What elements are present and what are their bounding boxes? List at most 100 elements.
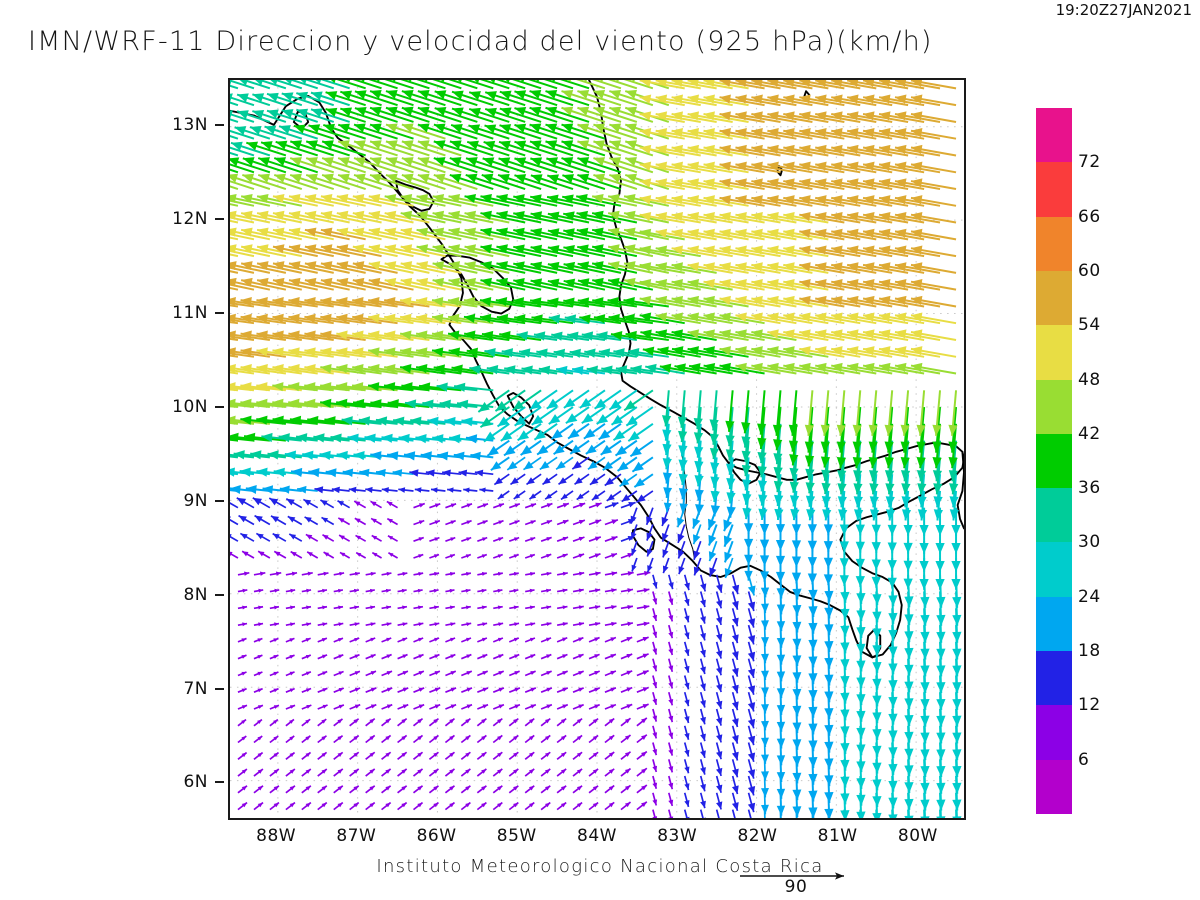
wind-arrow — [269, 718, 279, 727]
wind-arrow — [667, 691, 674, 706]
wind-arrow — [525, 605, 535, 610]
wind-arrow — [269, 751, 280, 760]
wind-arrow — [285, 637, 295, 643]
wind-arrow — [652, 742, 658, 756]
wind-arrow — [492, 751, 503, 760]
wind-arrow — [397, 687, 409, 693]
wind-arrow — [349, 622, 360, 627]
wind-arrow — [317, 801, 328, 811]
wind-arrow — [349, 637, 360, 643]
wind-arrow — [301, 687, 312, 693]
wind-arrow — [445, 637, 456, 643]
reference-vector-label: 90 — [784, 877, 808, 897]
wind-arrow — [492, 801, 503, 811]
wind-arrow — [285, 785, 296, 794]
wind-arrow — [524, 734, 535, 744]
wind-arrow — [492, 734, 503, 744]
wind-arrow — [349, 653, 360, 660]
wind-arrow — [477, 687, 489, 693]
colorbar-band — [1036, 488, 1072, 543]
wind-arrow — [237, 654, 247, 660]
wind-arrow — [253, 687, 263, 693]
wind-arrow — [428, 717, 439, 727]
wind-arrow — [652, 658, 658, 672]
wind-arrow — [572, 636, 584, 643]
wind-arrow — [556, 785, 567, 794]
wind-arrow — [715, 725, 723, 743]
longitude-tick-label: 88W — [256, 826, 297, 846]
wind-arrow — [317, 605, 328, 610]
wind-arrow — [508, 687, 521, 693]
wind-arrow — [572, 621, 585, 627]
colorbar-band — [1036, 433, 1072, 489]
wind-arrow — [556, 751, 567, 760]
wind-arrow — [556, 801, 567, 811]
wind-arrow — [285, 671, 295, 677]
wind-arrow — [253, 751, 264, 760]
wind-arrow — [237, 785, 248, 794]
colorbar-tick-label: 54 — [1078, 315, 1101, 336]
wind-arrow — [620, 784, 632, 794]
wind-arrow — [349, 768, 360, 777]
wind-arrow — [333, 785, 344, 794]
wind-arrow — [381, 801, 392, 811]
wind-arrow — [269, 637, 279, 643]
wind-arrow — [620, 686, 633, 693]
wind-arrow — [285, 768, 296, 777]
wind-arrow — [397, 622, 408, 627]
wind-arrow — [445, 703, 457, 710]
wind-arrow — [699, 742, 706, 759]
wind-arrow — [492, 687, 505, 693]
wind-arrow — [683, 775, 690, 791]
wind-arrow — [524, 768, 535, 777]
wind-arrow — [301, 768, 312, 777]
wind-arrow — [269, 801, 280, 811]
wind-arrow — [285, 718, 295, 727]
colorbar-band — [1036, 759, 1072, 814]
wind-arrow — [620, 801, 632, 811]
wind-arrow — [652, 809, 658, 818]
wind-arrow — [715, 641, 723, 659]
wind-arrow — [333, 637, 344, 643]
wind-arrow — [317, 768, 328, 777]
wind-arrow — [652, 641, 658, 655]
wind-arrow — [381, 687, 393, 693]
wind-arrow — [381, 605, 392, 610]
map-plot-area[interactable] — [228, 78, 966, 820]
wind-arrow — [556, 687, 569, 693]
colorbar-tick-label: 12 — [1078, 695, 1101, 716]
wind-arrow — [699, 775, 706, 792]
colorbar-tick-label: 18 — [1078, 641, 1101, 662]
wind-arrow — [477, 670, 489, 677]
wind-arrow — [652, 759, 658, 773]
wind-arrow — [476, 768, 487, 777]
wind-arrow — [301, 718, 311, 727]
wind-arrow — [588, 703, 601, 710]
wind-arrow — [253, 671, 263, 677]
wind-arrow — [492, 717, 503, 727]
wind-arrow — [747, 641, 756, 662]
wind-arrow — [588, 785, 599, 794]
wind-arrow — [604, 768, 615, 777]
wind-arrow — [747, 792, 756, 813]
wind-arrow — [667, 675, 674, 689]
wind-arrow — [572, 653, 584, 660]
wind-arrow — [381, 622, 392, 627]
wind-arrow — [237, 801, 248, 811]
wind-arrow — [620, 653, 633, 660]
wind-arrow — [285, 801, 296, 811]
wind-arrow — [715, 624, 723, 642]
wind-arrow — [731, 708, 739, 728]
colorbar-tick-labels: 6 12 18 24 30 36 42 48 54 60 66 72 — [1078, 108, 1138, 814]
wind-arrow — [301, 622, 312, 627]
wind-arrow — [572, 670, 584, 677]
wind-arrow — [365, 801, 376, 811]
wind-arrow — [652, 775, 658, 789]
wind-arrow — [301, 704, 312, 710]
wind-arrow — [285, 687, 295, 693]
colorbar-tick-label: 66 — [1078, 206, 1101, 227]
wind-arrow — [699, 641, 706, 658]
wind-arrow — [509, 605, 519, 610]
wind-arrow — [460, 717, 471, 727]
wind-arrow — [253, 704, 264, 710]
